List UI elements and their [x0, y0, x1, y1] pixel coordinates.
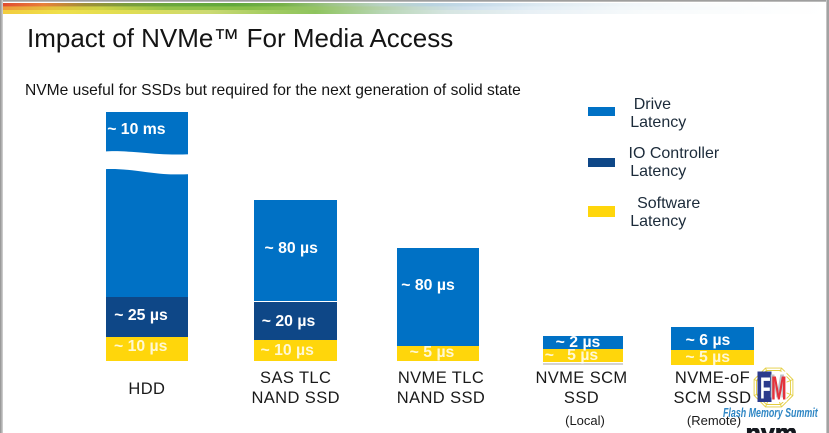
svg-text:M: M [770, 368, 786, 405]
svg-text:F: F [760, 371, 771, 406]
svg-text:M: M [771, 370, 787, 407]
svg-text:nvm: nvm [745, 428, 796, 433]
